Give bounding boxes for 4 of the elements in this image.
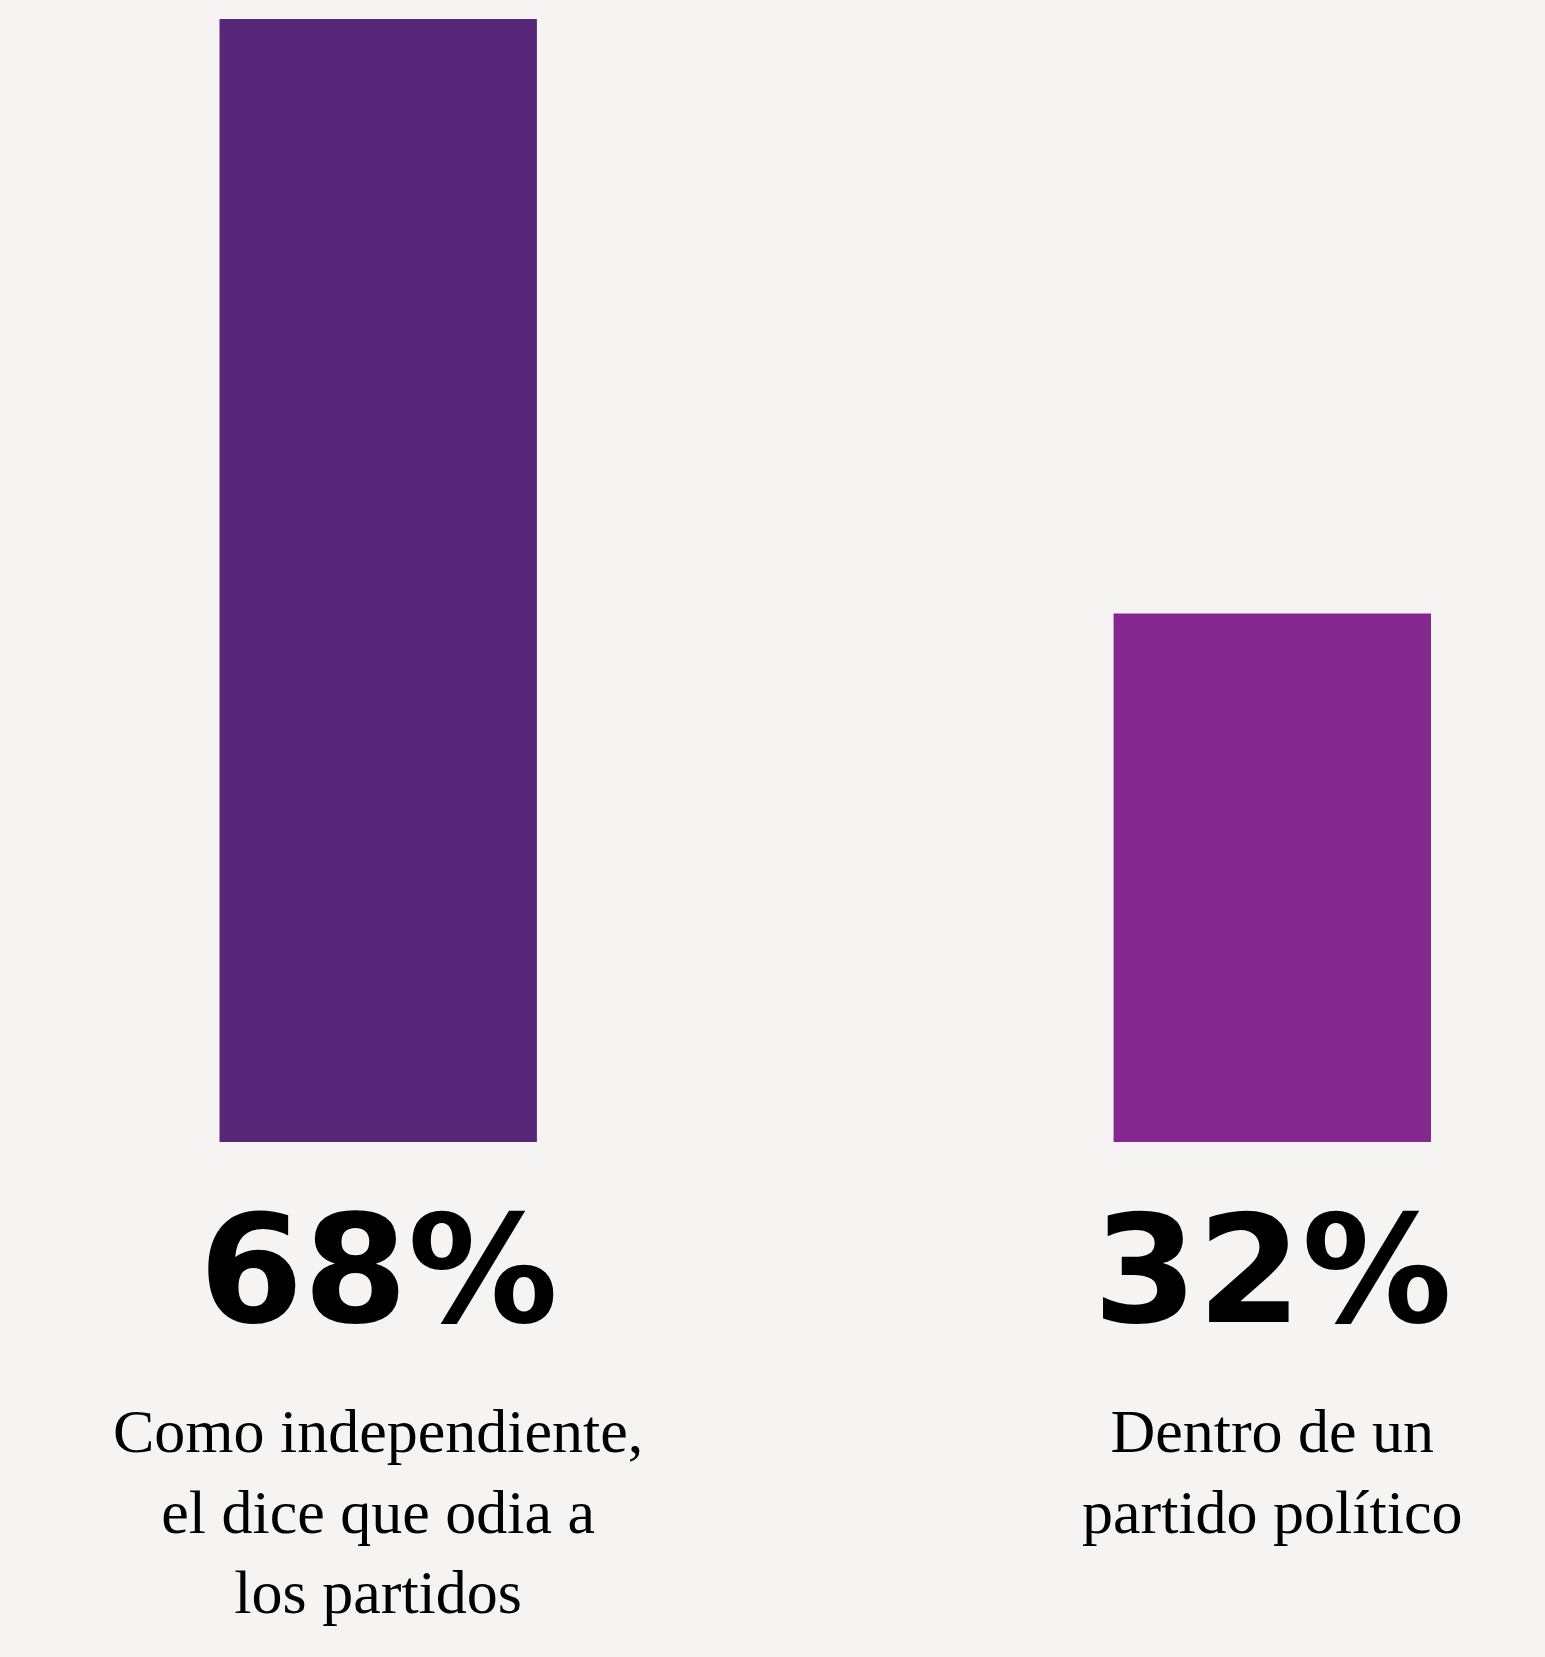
data-label: 32%	[1093, 1183, 1453, 1357]
x-tick-label: Dentro de un partido político	[1082, 1397, 1463, 1546]
x-tick-label: Como independiente, el dice que odia a los partidos	[113, 1397, 644, 1627]
data-label: 68%	[199, 1183, 559, 1357]
